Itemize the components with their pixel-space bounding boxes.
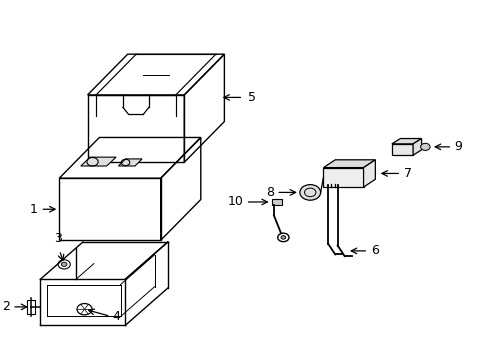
Text: 5: 5 — [247, 91, 255, 104]
Text: 10: 10 — [227, 195, 243, 208]
Text: 6: 6 — [370, 244, 378, 257]
Text: 9: 9 — [454, 140, 462, 153]
Polygon shape — [323, 160, 375, 168]
Circle shape — [281, 236, 285, 239]
Text: 4: 4 — [113, 310, 121, 324]
Polygon shape — [412, 139, 421, 155]
Polygon shape — [81, 157, 116, 166]
Polygon shape — [391, 144, 412, 155]
Text: 1: 1 — [30, 203, 38, 216]
Text: 2: 2 — [2, 300, 10, 314]
Polygon shape — [323, 168, 363, 187]
Polygon shape — [391, 139, 421, 144]
Text: 8: 8 — [265, 186, 273, 199]
Text: 3: 3 — [55, 232, 62, 245]
Circle shape — [420, 143, 429, 150]
Polygon shape — [363, 160, 375, 187]
Circle shape — [61, 262, 67, 266]
Bar — [271, 199, 282, 205]
Polygon shape — [118, 159, 142, 166]
Text: 7: 7 — [403, 167, 411, 180]
Bar — [27, 300, 35, 314]
Circle shape — [299, 185, 320, 200]
